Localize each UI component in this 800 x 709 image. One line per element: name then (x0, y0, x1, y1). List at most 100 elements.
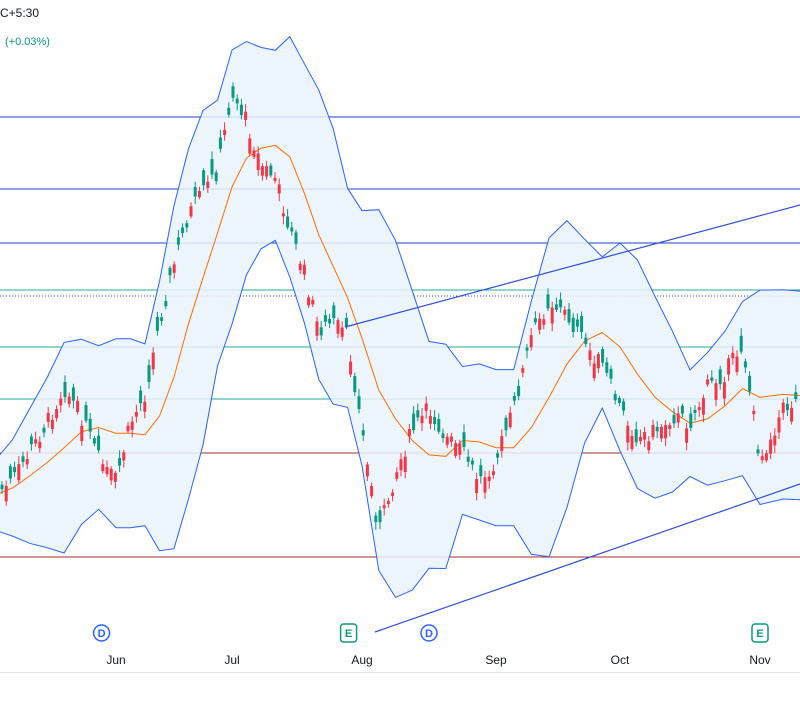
candle-body[interactable] (395, 472, 399, 479)
candle-body[interactable] (76, 400, 80, 412)
candle-body[interactable] (122, 452, 126, 461)
candle-body[interactable] (42, 427, 46, 433)
candle-body[interactable] (349, 361, 353, 375)
candle-body[interactable] (307, 297, 311, 306)
candle-body[interactable] (500, 436, 504, 451)
candle-body[interactable] (689, 413, 693, 428)
candle-body[interactable] (143, 401, 147, 412)
candle-body[interactable] (378, 510, 382, 523)
candle-body[interactable] (71, 387, 75, 401)
candle-body[interactable] (399, 459, 403, 471)
candle-body[interactable] (575, 319, 579, 327)
candle-body[interactable] (382, 505, 386, 509)
candle-body[interactable] (210, 159, 214, 175)
candle-body[interactable] (130, 421, 134, 430)
candle-body[interactable] (290, 227, 294, 232)
candle-body[interactable] (542, 319, 546, 325)
candle-body[interactable] (533, 318, 537, 323)
candle-body[interactable] (580, 316, 584, 332)
candle-body[interactable] (706, 379, 710, 385)
candle-body[interactable] (17, 464, 21, 481)
candle-body[interactable] (449, 436, 453, 442)
candle-body[interactable] (55, 409, 59, 419)
candle-body[interactable] (529, 335, 533, 348)
candle-body[interactable] (790, 407, 794, 422)
trend-line-lower[interactable] (374, 483, 800, 633)
candle-body[interactable] (781, 402, 785, 413)
candle-body[interactable] (323, 315, 327, 322)
candle-body[interactable] (34, 439, 38, 444)
candle-body[interactable] (512, 396, 516, 401)
candle-body[interactable] (50, 419, 54, 429)
candle-body[interactable] (701, 398, 705, 415)
candle-body[interactable] (202, 170, 206, 186)
dividend-marker[interactable] (420, 624, 438, 642)
candle-body[interactable] (479, 465, 483, 477)
candle-body[interactable] (109, 468, 113, 481)
candle-body[interactable] (714, 383, 718, 400)
candle-body[interactable] (4, 485, 8, 502)
candle-body[interactable] (416, 410, 420, 418)
candle-body[interactable] (630, 436, 634, 449)
candle-body[interactable] (777, 417, 781, 433)
candle-body[interactable] (454, 443, 458, 456)
candle-body[interactable] (260, 166, 264, 176)
trend-line-upper[interactable] (344, 204, 800, 328)
earnings-marker[interactable] (339, 623, 358, 643)
candle-body[interactable] (328, 318, 332, 324)
candle-body[interactable] (357, 396, 361, 409)
candle-body[interactable] (374, 515, 378, 523)
candle-body[interactable] (139, 390, 143, 404)
candle-body[interactable] (407, 429, 411, 437)
candle-body[interactable] (63, 382, 67, 398)
candle-body[interactable] (248, 138, 252, 154)
candle-body[interactable] (739, 335, 743, 352)
candle-body[interactable] (80, 425, 84, 441)
candle-body[interactable] (517, 385, 521, 397)
candle-body[interactable] (386, 500, 390, 505)
candle-body[interactable] (428, 415, 432, 424)
candle-body[interactable] (567, 309, 571, 323)
candle-body[interactable] (197, 191, 201, 198)
candle-body[interactable] (676, 413, 680, 423)
candle-body[interactable] (588, 350, 592, 360)
candle-body[interactable] (680, 405, 684, 414)
candle-body[interactable] (613, 393, 617, 401)
candle-body[interactable] (491, 471, 495, 476)
candle-body[interactable] (546, 294, 550, 309)
candle-body[interactable] (617, 397, 621, 403)
candle-body[interactable] (722, 382, 726, 399)
candle-body[interactable] (344, 317, 348, 328)
candle-body[interactable] (424, 403, 428, 411)
candle-body[interactable] (67, 396, 71, 405)
candle-body[interactable] (571, 317, 575, 332)
candle-body[interactable] (38, 441, 42, 449)
candle-body[interactable] (605, 362, 609, 373)
candle-body[interactable] (437, 419, 441, 432)
candle-body[interactable] (361, 430, 365, 436)
candle-body[interactable] (286, 216, 290, 228)
candle-body[interactable] (596, 354, 600, 369)
candle-body[interactable] (244, 111, 248, 120)
candle-body[interactable] (185, 223, 189, 228)
candle-body[interactable] (668, 425, 672, 429)
candle-body[interactable] (655, 426, 659, 432)
candle-body[interactable] (764, 453, 768, 461)
candle-body[interactable] (420, 415, 424, 424)
candle-body[interactable] (353, 376, 357, 393)
candle-body[interactable] (101, 464, 105, 472)
candle-body[interactable] (176, 237, 180, 245)
candle-body[interactable] (269, 165, 273, 176)
bollinger-upper-line[interactable] (0, 35, 800, 461)
candle-body[interactable] (231, 86, 235, 98)
candle-body[interactable] (294, 232, 298, 244)
candle-body[interactable] (412, 413, 416, 431)
candle-body[interactable] (298, 263, 302, 271)
candle-body[interactable] (672, 414, 676, 424)
candle-body[interactable] (487, 476, 491, 481)
candle-body[interactable] (643, 431, 647, 440)
candle-body[interactable] (743, 361, 747, 368)
candle-body[interactable] (235, 98, 239, 104)
candle-body[interactable] (760, 456, 764, 461)
